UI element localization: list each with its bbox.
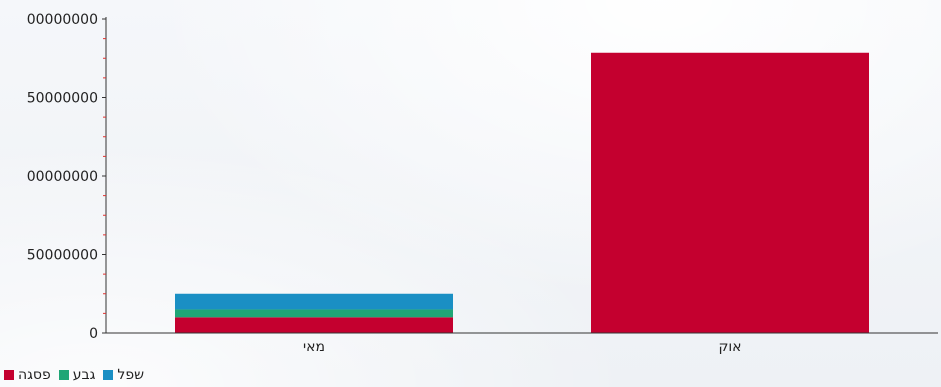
bar-1-series-1 (175, 317, 453, 333)
legend-swatch (103, 370, 114, 380)
legend: פסגה גבע שפל (4, 364, 144, 386)
legend-swatch (58, 370, 69, 380)
legend-item: פסגה (4, 367, 51, 383)
y-tick-label: 50000000 (27, 248, 98, 264)
y-tick-label: 00000000 (27, 169, 98, 185)
legend-label: שפל (117, 367, 145, 383)
bar-1-series-3 (175, 293, 453, 310)
x-tick-label: מאי (303, 339, 325, 355)
y-tick-label: 0 (89, 326, 98, 342)
legend-swatch (4, 370, 14, 380)
axes-layer: מאי אוק 0 50000000 00000000 50000000 00000000 (27, 12, 938, 355)
bars-layer (175, 52, 869, 333)
bar-1-series-2 (175, 309, 453, 318)
x-tick-label: אוק (718, 339, 741, 355)
y-tick-label: 50000000 (27, 91, 98, 107)
legend-item: גבע (58, 367, 96, 383)
legend-label: גבע (72, 367, 96, 383)
y-tick-label: 00000000 (27, 12, 98, 28)
legend-label: פסגה (18, 367, 51, 383)
legend-item: שפל (103, 367, 144, 383)
bar-2-series-1 (591, 52, 869, 333)
